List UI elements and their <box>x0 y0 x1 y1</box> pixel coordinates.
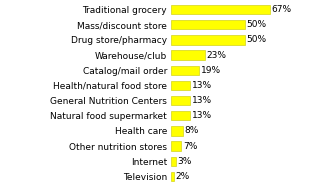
Bar <box>171 172 174 181</box>
Bar <box>171 65 199 75</box>
Text: 13%: 13% <box>192 111 212 120</box>
Text: 23%: 23% <box>207 51 227 60</box>
Text: 13%: 13% <box>192 81 212 90</box>
Bar <box>171 50 205 60</box>
Bar <box>171 157 176 166</box>
Text: 67%: 67% <box>272 5 292 14</box>
Bar <box>171 81 190 90</box>
Text: 2%: 2% <box>176 172 190 181</box>
Text: 7%: 7% <box>183 142 197 151</box>
Text: 19%: 19% <box>201 66 221 75</box>
Bar <box>171 96 190 105</box>
Text: 8%: 8% <box>184 126 199 135</box>
Text: 3%: 3% <box>177 157 191 166</box>
Bar <box>171 5 270 14</box>
Text: 13%: 13% <box>192 96 212 105</box>
Text: 50%: 50% <box>247 20 267 29</box>
Bar <box>171 142 182 151</box>
Bar <box>171 126 183 136</box>
Bar <box>171 35 245 44</box>
Bar <box>171 20 245 29</box>
Text: 50%: 50% <box>247 35 267 44</box>
Bar <box>171 111 190 121</box>
